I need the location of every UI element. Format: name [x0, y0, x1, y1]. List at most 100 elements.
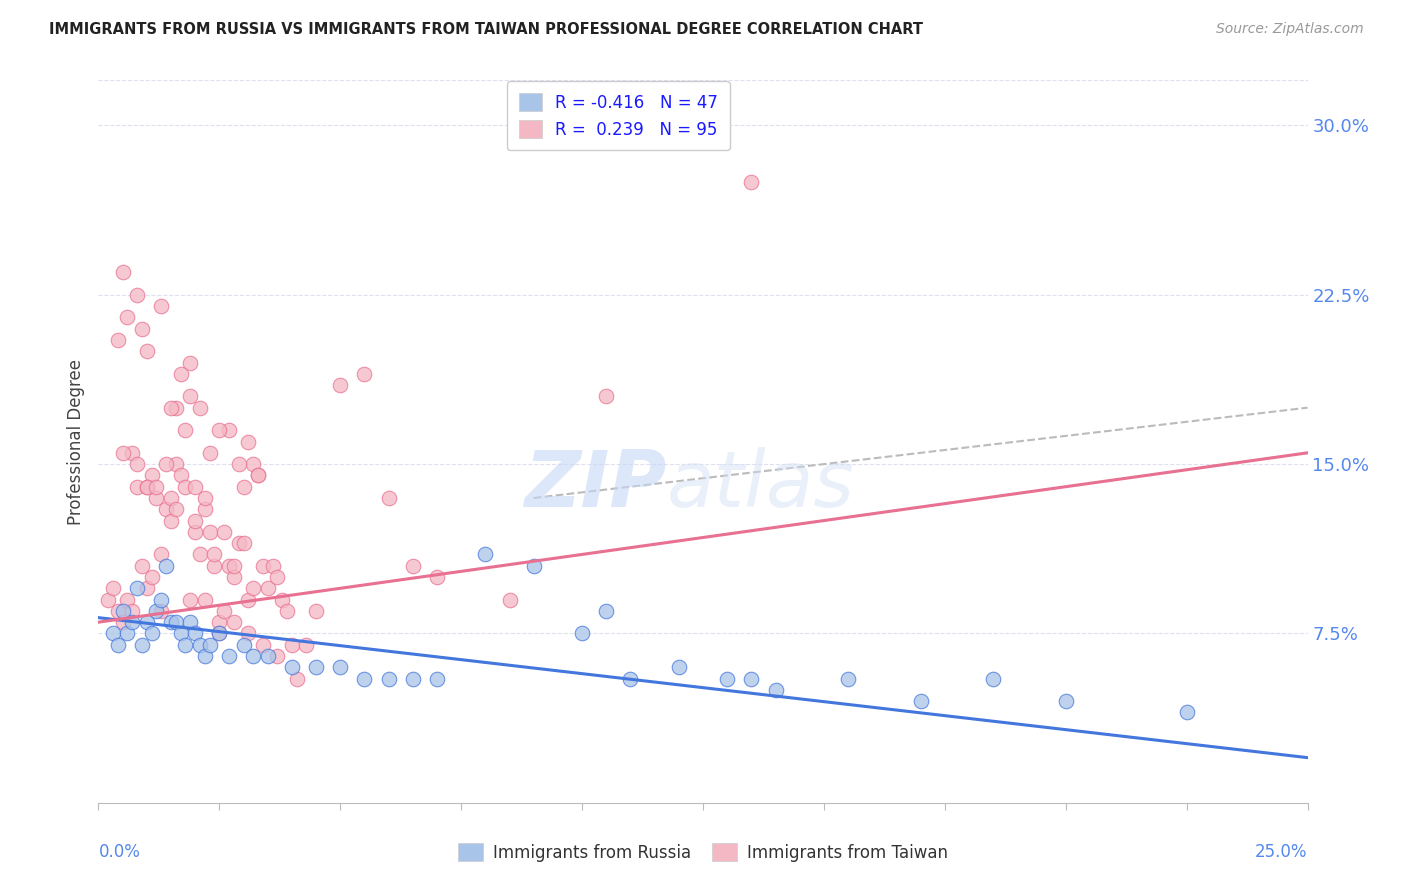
Point	[668, 660, 690, 674]
Point	[127, 287, 149, 301]
Point	[765, 682, 787, 697]
Point	[305, 604, 328, 618]
Point	[208, 615, 231, 630]
Point	[145, 480, 167, 494]
Point	[198, 638, 221, 652]
Point	[523, 558, 546, 573]
Point	[117, 310, 139, 325]
Point	[329, 378, 352, 392]
Point	[305, 660, 328, 674]
Y-axis label: Professional Degree: Professional Degree	[66, 359, 84, 524]
Point	[155, 502, 177, 516]
Text: 25.0%: 25.0%	[1256, 843, 1308, 861]
Text: atlas: atlas	[666, 447, 855, 523]
Point	[212, 604, 235, 618]
Point	[228, 457, 250, 471]
Point	[474, 548, 496, 562]
Point	[281, 660, 304, 674]
Point	[218, 648, 240, 663]
Point	[1054, 694, 1077, 708]
Point	[1175, 706, 1198, 720]
Point	[188, 548, 211, 562]
Point	[127, 457, 149, 471]
Point	[179, 389, 201, 403]
Point	[155, 457, 177, 471]
Point	[238, 434, 260, 449]
Point	[111, 615, 134, 630]
Legend: R = -0.416   N = 47, R =  0.239   N = 95: R = -0.416 N = 47, R = 0.239 N = 95	[508, 81, 730, 151]
Point	[184, 524, 207, 539]
Point	[271, 592, 294, 607]
Text: ZIP: ZIP	[524, 447, 666, 523]
Point	[285, 672, 308, 686]
Point	[131, 638, 153, 652]
Point	[232, 480, 254, 494]
Point	[910, 694, 932, 708]
Point	[174, 423, 197, 437]
Point	[141, 570, 163, 584]
Point	[198, 446, 221, 460]
Point	[131, 321, 153, 335]
Point	[242, 582, 264, 596]
Point	[121, 615, 143, 630]
Point	[377, 491, 399, 505]
Point	[179, 615, 201, 630]
Point	[981, 672, 1004, 686]
Point	[242, 648, 264, 663]
Point	[266, 648, 288, 663]
Point	[145, 491, 167, 505]
Point	[179, 592, 201, 607]
Point	[117, 592, 139, 607]
Point	[571, 626, 593, 640]
Point	[218, 558, 240, 573]
Point	[426, 570, 449, 584]
Point	[208, 626, 231, 640]
Point	[242, 457, 264, 471]
Point	[247, 468, 270, 483]
Point	[238, 592, 260, 607]
Point	[204, 548, 226, 562]
Point	[232, 536, 254, 550]
Point	[247, 468, 270, 483]
Point	[194, 502, 217, 516]
Point	[160, 514, 183, 528]
Point	[145, 604, 167, 618]
Point	[135, 344, 157, 359]
Point	[117, 626, 139, 640]
Point	[256, 582, 278, 596]
Point	[135, 615, 157, 630]
Point	[135, 480, 157, 494]
Point	[716, 672, 738, 686]
Point	[165, 457, 187, 471]
Point	[595, 604, 617, 618]
Point	[740, 175, 762, 189]
Point	[402, 558, 425, 573]
Point	[160, 401, 183, 415]
Point	[174, 480, 197, 494]
Point	[184, 480, 207, 494]
Text: IMMIGRANTS FROM RUSSIA VS IMMIGRANTS FROM TAIWAN PROFESSIONAL DEGREE CORRELATION: IMMIGRANTS FROM RUSSIA VS IMMIGRANTS FRO…	[49, 22, 924, 37]
Point	[208, 423, 231, 437]
Point	[111, 265, 134, 279]
Point	[169, 367, 191, 381]
Point	[194, 648, 217, 663]
Point	[619, 672, 641, 686]
Point	[121, 604, 143, 618]
Point	[218, 423, 240, 437]
Point	[135, 480, 157, 494]
Point	[329, 660, 352, 674]
Point	[160, 615, 183, 630]
Point	[184, 514, 207, 528]
Point	[169, 626, 191, 640]
Point	[208, 626, 231, 640]
Point	[184, 626, 207, 640]
Point	[150, 548, 173, 562]
Point	[238, 626, 260, 640]
Point	[262, 558, 284, 573]
Text: 0.0%: 0.0%	[98, 843, 141, 861]
Point	[141, 626, 163, 640]
Point	[150, 299, 173, 313]
Point	[97, 592, 120, 607]
Point	[165, 401, 187, 415]
Point	[222, 570, 245, 584]
